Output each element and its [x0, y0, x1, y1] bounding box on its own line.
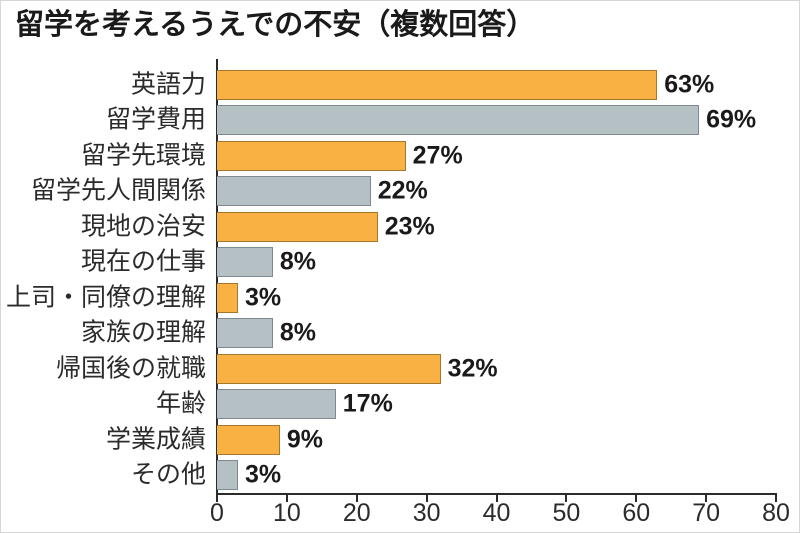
category-label: 現在の仕事: [80, 247, 206, 276]
x-axis-tick: [355, 493, 358, 502]
x-axis-tick-label: 50: [552, 499, 581, 527]
x-axis-tick: [635, 493, 638, 502]
value-label: 27%: [412, 141, 463, 170]
bar: [217, 424, 280, 455]
chart-row: 現在の仕事 8%: [81, 245, 776, 281]
value-label: 63%: [664, 70, 715, 99]
bar: [217, 176, 371, 207]
chart-row: 上司・同僚の理解 3%: [6, 280, 776, 316]
category-label: その他: [130, 460, 206, 489]
bar: [217, 211, 378, 242]
x-axis-tick-label: 70: [692, 499, 721, 527]
value-label: 8%: [279, 247, 317, 276]
chart-row: 留学費用 69%: [106, 103, 776, 139]
x-axis-tick: [565, 493, 568, 502]
category-label: 現地の治安: [80, 212, 206, 241]
x-axis-tick-label: 80: [762, 499, 790, 527]
x-axis-tick: [425, 493, 428, 502]
bar: [217, 318, 273, 349]
category-label: 英語力: [130, 70, 206, 99]
bar: [217, 460, 238, 491]
chart-row: 英語力 63%: [131, 67, 776, 103]
value-label: 3%: [244, 283, 282, 312]
category-label: 留学先人間関係: [30, 176, 206, 205]
category-label: 学業成績: [105, 425, 206, 454]
plot-area: 英語力 63% 留学費用 69% 留学先環境 27% 留学先人間関係 22% 現地の治安 23% 現…: [6, 67, 776, 494]
value-label: 32%: [447, 354, 498, 383]
value-label: 17%: [342, 389, 393, 418]
x-axis-tick: [285, 493, 288, 502]
x-axis-tick: [705, 493, 708, 502]
x-axis-tick-label: 20: [342, 499, 371, 527]
chart-row: 帰国後の就職 32%: [56, 351, 776, 387]
category-label: 上司・同僚の理解: [5, 283, 206, 312]
chart-row: その他 3%: [131, 458, 776, 494]
chart-row: 学業成績 9%: [106, 422, 776, 458]
bar: [217, 140, 406, 171]
x-axis-tick: [216, 493, 218, 502]
bar: [217, 247, 273, 278]
page-title: 留学を考えるうえでの不安（複数回答）: [15, 9, 536, 41]
value-label: 8%: [279, 318, 317, 347]
category-label: 留学先環境: [80, 141, 206, 170]
value-label: 22%: [377, 176, 428, 205]
bar: [217, 389, 336, 420]
chart-row: 留学先人間関係 22%: [31, 174, 776, 210]
x-axis-tick-label: 40: [482, 499, 511, 527]
chart-row: 現地の治安 23%: [81, 209, 776, 245]
value-label: 69%: [706, 105, 757, 134]
category-label: 帰国後の就職: [55, 354, 206, 383]
value-label: 23%: [384, 212, 435, 241]
x-axis-tick-label: 0: [210, 499, 224, 527]
x-axis-tick-label: 30: [412, 499, 441, 527]
bar: [217, 282, 238, 313]
x-axis-tick: [495, 493, 498, 502]
chart-row: 家族の理解 8%: [81, 316, 776, 352]
category-label: 家族の理解: [80, 318, 206, 347]
x-axis-tick-label: 10: [272, 499, 301, 527]
x-axis-tick-label: 60: [622, 499, 651, 527]
value-label: 9%: [286, 425, 324, 454]
chart-row: 年齢 17%: [156, 387, 776, 423]
bar: [217, 69, 658, 100]
chart-row: 留学先環境 27%: [81, 138, 776, 174]
category-label: 年齢: [155, 389, 206, 418]
category-label: 留学費用: [105, 105, 206, 134]
bar: [217, 353, 441, 384]
x-axis-tick: [775, 493, 777, 502]
bar: [217, 105, 700, 136]
value-label: 3%: [244, 460, 282, 489]
